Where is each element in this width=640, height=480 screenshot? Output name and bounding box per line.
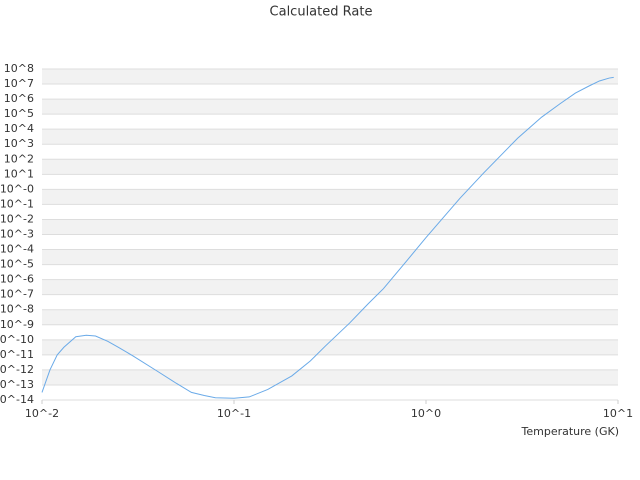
grid-band [42, 294, 618, 310]
grid-band [42, 234, 618, 250]
y-tick-label: 10^-13 [0, 378, 34, 391]
x-tick-label: 10^-2 [25, 407, 59, 420]
grid-band [42, 114, 618, 130]
y-tick-label: 10^-11 [0, 348, 34, 361]
y-tick-label: 10^7 [4, 77, 34, 90]
grid-band [42, 69, 618, 85]
y-tick-label: 10^-10 [0, 333, 34, 346]
grid-band [42, 174, 618, 190]
grid-band [42, 129, 618, 145]
grid-band [42, 384, 618, 400]
y-tick-label: 10^-8 [0, 303, 34, 316]
grid-band [42, 144, 618, 160]
y-tick-label: 10^-1 [0, 197, 34, 210]
x-axis-label: Temperature (GK) [521, 425, 620, 438]
y-tick-label: 10^-6 [0, 273, 34, 286]
grid-band [42, 99, 618, 115]
y-tick-label: 10^4 [4, 122, 34, 135]
y-tick-label: 10^3 [4, 137, 34, 150]
y-tick-label: 10^-3 [0, 228, 34, 241]
grid-band [42, 264, 618, 280]
grid-band [42, 324, 618, 340]
x-tick-label: 10^1 [603, 407, 633, 420]
grid-band [42, 189, 618, 205]
y-tick-label: 10^6 [4, 92, 34, 105]
data-line [41, 76, 614, 399]
y-tick-label: 10^8 [4, 62, 34, 75]
grid-band [42, 159, 618, 175]
y-tick-label: 10^5 [4, 107, 34, 120]
y-tick-label: 10^-14 [0, 393, 34, 406]
y-tick-label: 10^-12 [0, 363, 34, 376]
y-tick-label: 10^-2 [0, 212, 34, 225]
y-tick-label: 10^2 [4, 152, 34, 165]
y-tick-label: 10^-5 [0, 258, 34, 271]
grid-band [42, 84, 618, 100]
y-tick-label: 10^-4 [0, 243, 34, 256]
grid-band [42, 339, 618, 355]
x-tick-label: 10^0 [411, 407, 441, 420]
grid-band [42, 354, 618, 370]
chart-title: Calculated Rate [270, 5, 373, 20]
grid-band [42, 249, 618, 265]
y-tick-label: 10^-9 [0, 318, 34, 331]
y-tick-label: 10^1 [4, 167, 34, 180]
grid-band [42, 369, 618, 385]
x-tick-label: 10^-1 [217, 407, 251, 420]
grid-band [42, 309, 618, 325]
grid-band [42, 279, 618, 295]
grid-band [42, 204, 618, 220]
y-tick-label: 10^-7 [0, 288, 34, 301]
grid-band [42, 219, 618, 235]
y-tick-label: 10^-0 [0, 182, 34, 195]
